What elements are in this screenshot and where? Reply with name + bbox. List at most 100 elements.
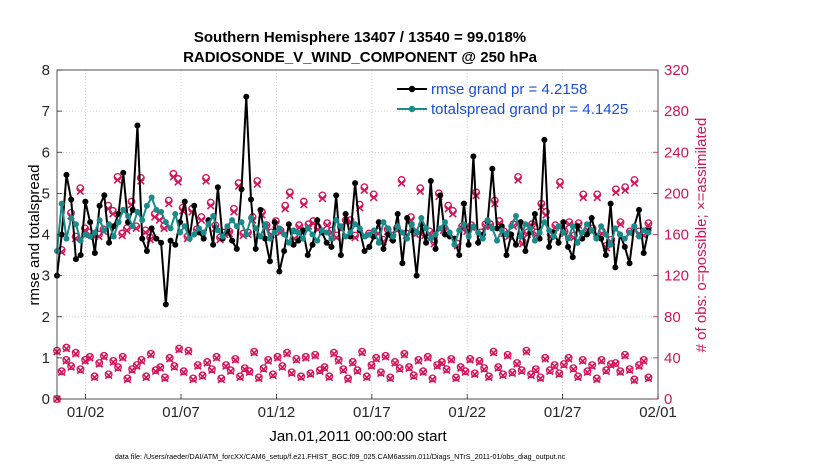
obs-possible-marker [597, 355, 606, 364]
obs-assimilated-marker [285, 191, 294, 200]
obs-assimilated-marker [560, 361, 568, 369]
obs-possible-marker [301, 352, 310, 361]
spread-point [139, 217, 146, 224]
obs-assimilated-marker [273, 354, 282, 362]
spread-point [394, 223, 401, 230]
obs-possible-marker [207, 365, 216, 374]
obs-assimilated-marker [150, 213, 159, 221]
spread-point [479, 235, 486, 242]
obs-possible-marker [555, 369, 564, 378]
obs-assimilated-marker [514, 176, 522, 184]
obs-assimilated-marker [151, 367, 160, 376]
rmse-point [517, 219, 524, 226]
obs-assimilated-marker [503, 351, 512, 360]
rmse-point [607, 200, 614, 207]
obs-assimilated-marker [513, 360, 521, 368]
obs-possible-marker [428, 374, 437, 383]
obs-possible-marker [480, 364, 489, 373]
obs-assimilated-marker [155, 216, 164, 224]
rmse-point [498, 223, 505, 230]
obs-possible-marker [264, 355, 273, 364]
spread-point [252, 225, 259, 232]
obs-assimilated-marker [161, 374, 169, 383]
obs-possible-marker [348, 358, 357, 366]
obs-possible-marker [372, 353, 381, 362]
obs-possible-marker [156, 363, 165, 372]
obs-assimilated-marker [198, 372, 207, 381]
obs-possible-marker [541, 353, 550, 362]
obs-assimilated-marker [400, 350, 409, 359]
obs-assimilated-marker [414, 357, 423, 365]
spread-point [475, 229, 482, 236]
obs-possible-marker [381, 351, 390, 360]
rmse-point [120, 169, 127, 176]
rmse-point [522, 247, 529, 254]
obs-assimilated-marker [189, 375, 197, 384]
obs-assimilated-marker [123, 375, 132, 384]
rmse-point [470, 153, 477, 160]
rmse-point [375, 219, 382, 226]
rmse-point [512, 241, 519, 248]
obs-possible-marker [306, 369, 315, 378]
obs-assimilated-marker [226, 367, 235, 376]
rmse-point [588, 215, 595, 222]
spread-point [72, 221, 79, 228]
obs-assimilated-marker [301, 354, 310, 362]
spread-point [385, 225, 392, 232]
obs-possible-marker [179, 367, 188, 376]
obs-possible-marker [62, 343, 71, 352]
spread-point [247, 215, 254, 222]
obs-possible-marker [574, 372, 582, 381]
obs-possible-marker [287, 368, 296, 377]
obs-possible-marker [57, 367, 66, 376]
rmse-point [342, 210, 349, 217]
obs-possible-marker [531, 365, 540, 374]
y-right-tick-label: 200 [664, 185, 689, 202]
rmse-point [399, 260, 406, 267]
rmse-point [191, 202, 198, 209]
y-right-tick-label: 80 [664, 309, 681, 326]
spread-point [229, 217, 236, 224]
obs-assimilated-marker [428, 375, 437, 384]
obs-assimilated-marker [592, 375, 601, 384]
rmse-point [134, 122, 141, 129]
rmse-point [101, 192, 108, 199]
spread-point [418, 215, 425, 222]
spread-point [333, 217, 340, 224]
rmse-point [172, 241, 179, 248]
spread-point [579, 229, 586, 236]
rmse-point [229, 237, 236, 244]
obs-possible-marker [62, 355, 71, 364]
obs-assimilated-marker [109, 358, 118, 366]
rmse-point [437, 192, 444, 199]
obs-assimilated-marker [353, 367, 362, 376]
obs-possible-marker [295, 221, 304, 230]
rmse-point [96, 202, 103, 209]
obs-possible-marker [536, 373, 545, 382]
obs-assimilated-marker [334, 357, 343, 365]
obs-possible-marker [503, 350, 512, 359]
spread-point [314, 237, 321, 244]
obs-assimilated-marker [405, 364, 413, 373]
obs-possible-marker [513, 359, 521, 367]
obs-possible-marker [423, 352, 432, 361]
rmse-point [328, 243, 335, 250]
obs-assimilated-marker [531, 366, 540, 375]
obs-possible-marker [254, 373, 263, 382]
spread-point [356, 225, 363, 232]
obs-assimilated-marker [423, 354, 432, 362]
obs-assimilated-marker [466, 356, 474, 364]
obs-assimilated-marker [203, 359, 212, 367]
spread-point [460, 221, 467, 228]
spread-point [503, 231, 510, 238]
rmse-point [285, 221, 292, 228]
obs-assimilated-marker [264, 357, 273, 365]
obs-assimilated-marker [113, 176, 122, 184]
spread-point [607, 241, 614, 248]
rmse-point [295, 237, 302, 244]
rmse-point [143, 247, 150, 254]
obs-assimilated-marker [358, 348, 366, 357]
obs-assimilated-marker [461, 368, 470, 377]
y-left-tick-label: 5 [42, 185, 50, 202]
